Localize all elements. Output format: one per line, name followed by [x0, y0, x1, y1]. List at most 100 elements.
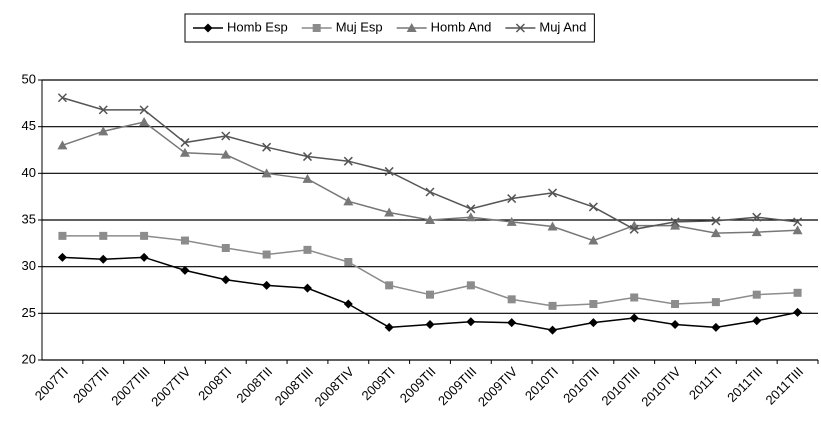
marker [385, 281, 394, 290]
marker [262, 280, 272, 290]
marker [793, 288, 802, 297]
marker [425, 215, 435, 224]
x-tick-label: 2007TI [32, 364, 71, 403]
marker [302, 283, 312, 293]
legend-label: Muj And [539, 19, 586, 34]
legend-label: Muj Esp [336, 19, 383, 34]
marker [506, 216, 517, 226]
marker [261, 168, 272, 178]
marker [344, 258, 353, 266]
marker [466, 317, 476, 327]
marker [466, 281, 475, 290]
marker [343, 299, 353, 309]
marker [384, 166, 394, 176]
marker [507, 318, 517, 328]
x-tick-label: 2007TII [70, 364, 112, 406]
marker [547, 188, 558, 198]
marker [302, 152, 313, 162]
marker [221, 275, 231, 285]
marker [139, 117, 150, 126]
x-tick-label: 2011TIII [762, 364, 806, 408]
marker [670, 217, 680, 227]
marker [180, 236, 189, 245]
marker [98, 254, 108, 264]
legend-marker [203, 23, 213, 33]
y-tick-label: 50 [22, 71, 36, 86]
x-tick-label: 2009TII [397, 364, 439, 406]
marker [425, 187, 435, 197]
marker [711, 216, 721, 226]
legend-marker [406, 23, 417, 32]
marker [343, 156, 353, 166]
x-tick-label: 2011TII [724, 364, 765, 405]
marker [303, 245, 312, 254]
marker [588, 235, 599, 245]
marker [507, 194, 517, 204]
marker [752, 290, 761, 299]
y-tick-label: 30 [22, 258, 36, 273]
marker [384, 322, 394, 332]
marker [57, 93, 67, 103]
marker [547, 221, 558, 231]
marker [425, 320, 435, 330]
marker [99, 231, 108, 240]
marker [262, 142, 272, 152]
marker [221, 131, 231, 141]
marker [670, 320, 680, 330]
marker [262, 250, 271, 259]
marker [793, 217, 803, 227]
marker [507, 295, 516, 304]
marker [384, 207, 395, 217]
marker [792, 225, 803, 235]
legend-label: Homb And [431, 19, 492, 34]
marker [588, 202, 598, 212]
marker [139, 252, 149, 262]
y-tick-label: 40 [22, 165, 36, 180]
marker [629, 224, 639, 234]
y-tick-label: 45 [22, 118, 36, 133]
marker [711, 298, 720, 307]
x-tick-label: 2008TII [233, 364, 275, 406]
x-tick-label: 2008TIV [312, 364, 358, 410]
marker [343, 196, 354, 206]
y-tick-label: 35 [22, 211, 36, 226]
marker [220, 149, 231, 159]
marker [670, 220, 681, 230]
marker [302, 173, 313, 183]
x-tick-label: 2008TI [195, 364, 234, 403]
series-line [62, 97, 798, 231]
marker [180, 138, 190, 148]
marker [98, 105, 108, 115]
marker [710, 228, 721, 238]
legend-marker [515, 23, 525, 33]
marker [180, 265, 190, 275]
marker [57, 140, 68, 150]
marker [671, 300, 680, 308]
marker [752, 316, 762, 326]
marker [140, 231, 149, 240]
marker [630, 293, 639, 302]
legend-marker [312, 24, 321, 32]
y-tick-label: 20 [22, 351, 36, 366]
marker [98, 126, 109, 136]
marker [465, 212, 476, 222]
x-tick-label: 2009TIV [475, 364, 521, 410]
marker [751, 227, 762, 237]
marker [58, 231, 67, 240]
marker [466, 204, 476, 214]
x-tick-label: 2010TI [522, 364, 561, 403]
marker [179, 147, 190, 157]
x-tick-label: 2007TIII [108, 364, 152, 408]
x-tick-label: 2010TII [560, 364, 602, 406]
marker [139, 105, 149, 115]
marker [711, 322, 721, 332]
marker [548, 301, 557, 310]
marker [426, 290, 434, 299]
legend-label: Homb Esp [227, 19, 288, 34]
x-tick-label: 2007TIV [148, 364, 194, 410]
y-tick-label: 25 [22, 305, 36, 320]
marker [793, 307, 803, 317]
marker [57, 252, 67, 262]
marker [629, 313, 639, 323]
